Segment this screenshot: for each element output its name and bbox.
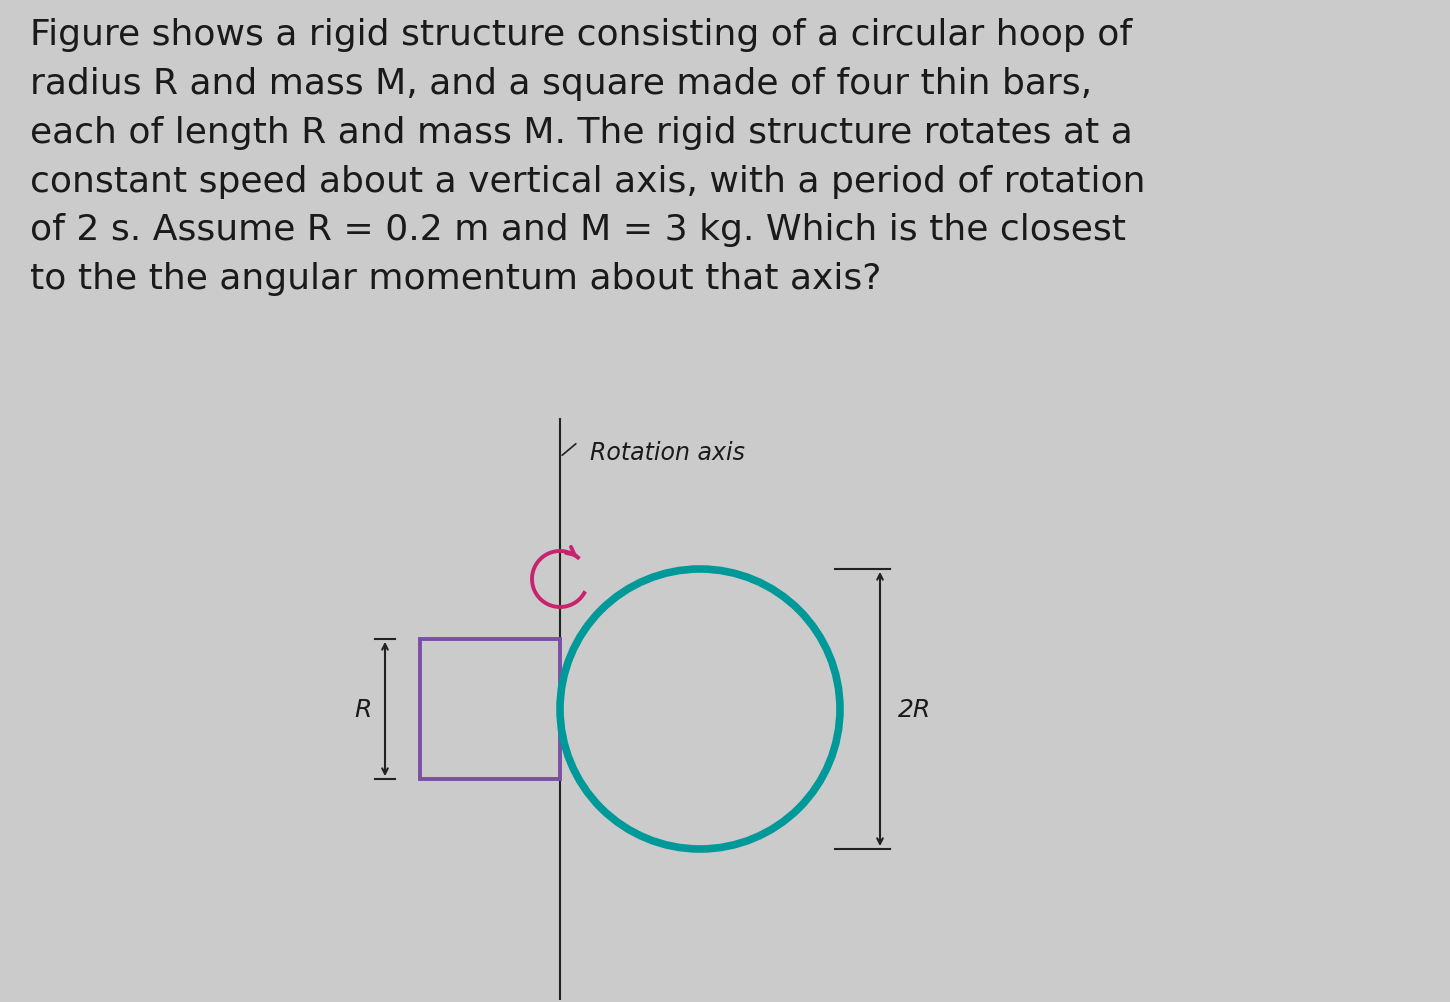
Text: Rotation axis: Rotation axis [590,441,745,465]
Text: R: R [354,697,371,721]
Bar [420,639,560,780]
Text: 2R: 2R [898,697,931,721]
Text: Figure shows a rigid structure consisting of a circular hoop of
radius R and mas: Figure shows a rigid structure consistin… [30,18,1146,296]
